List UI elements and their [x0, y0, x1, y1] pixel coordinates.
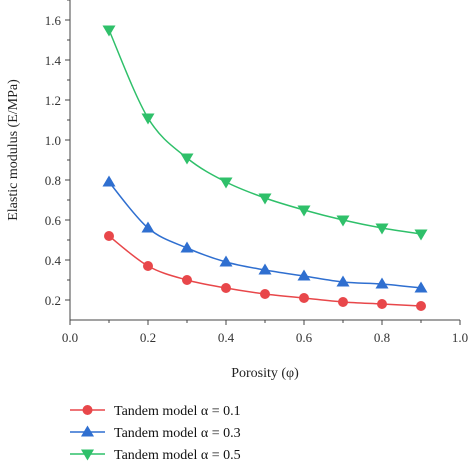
data-point [143, 261, 153, 271]
y-tick-label: 1.6 [45, 13, 62, 28]
data-point [258, 263, 272, 275]
data-point [377, 299, 387, 309]
x-tick-label: 0.4 [218, 330, 235, 345]
data-point [104, 231, 114, 241]
x-axis-label: Porosity (φ) [231, 366, 299, 381]
data-point [414, 281, 428, 293]
legend-label: Tandem model α = 0.1 [114, 404, 241, 419]
x-tick-label: 0.8 [374, 330, 390, 345]
y-tick-label: 0.6 [45, 213, 62, 228]
x-tick-label: 0.6 [296, 330, 313, 345]
data-point [219, 177, 233, 189]
data-point [336, 215, 350, 227]
legend-label: Tandem model α = 0.5 [114, 448, 241, 462]
data-point [182, 275, 192, 285]
series-1 [104, 231, 426, 311]
data-point [180, 241, 194, 253]
data-point [297, 205, 311, 217]
legend-item-1: Tandem model α = 0.1 [70, 404, 241, 419]
data-point [141, 221, 155, 233]
data-point [221, 283, 231, 293]
x-tick-label: 1.0 [452, 330, 468, 345]
x-tick-label: 0.2 [140, 330, 156, 345]
series-layer [102, 25, 428, 311]
legend-marker [81, 425, 94, 437]
legend-marker [81, 449, 94, 461]
y-tick-label: 1.4 [45, 53, 62, 68]
legend-marker [82, 405, 93, 415]
legend: Tandem model α = 0.1 Tandem model α = 0.3… [70, 404, 241, 462]
data-point [416, 301, 426, 311]
data-point [260, 289, 270, 299]
data-point [102, 175, 116, 187]
legend-item-3: Tandem model α = 0.5 [70, 448, 241, 462]
series-2 [102, 175, 428, 293]
legend-label: Tandem model α = 0.3 [114, 426, 241, 441]
y-tick-label: 1.0 [45, 133, 61, 148]
data-point [258, 193, 272, 205]
y-tick-label: 0.4 [45, 253, 62, 268]
data-point [219, 255, 233, 267]
data-point [141, 113, 155, 125]
data-point [336, 275, 350, 287]
x-tick-label: 0.0 [62, 330, 78, 345]
data-point [375, 277, 389, 289]
y-tick-label: 0.8 [45, 173, 61, 188]
y-tick-label: 0.2 [45, 293, 61, 308]
y-tick-label: 1.2 [45, 93, 61, 108]
data-point [375, 223, 389, 235]
data-point [414, 229, 428, 241]
axes: 0.0 0.2 0.4 0.6 0.8 1.0 0.2 0.4 0.6 0.8 1.0 1.2 1.4 1… [45, 0, 468, 345]
data-point [297, 269, 311, 281]
data-point [180, 153, 194, 165]
y-axis-label: Elastic modulus (E/MPa) [6, 79, 21, 221]
data-point [299, 293, 309, 303]
series-3 [102, 25, 428, 241]
legend-item-2: Tandem model α = 0.3 [70, 425, 241, 441]
data-point [338, 297, 348, 307]
data-point [102, 25, 116, 37]
